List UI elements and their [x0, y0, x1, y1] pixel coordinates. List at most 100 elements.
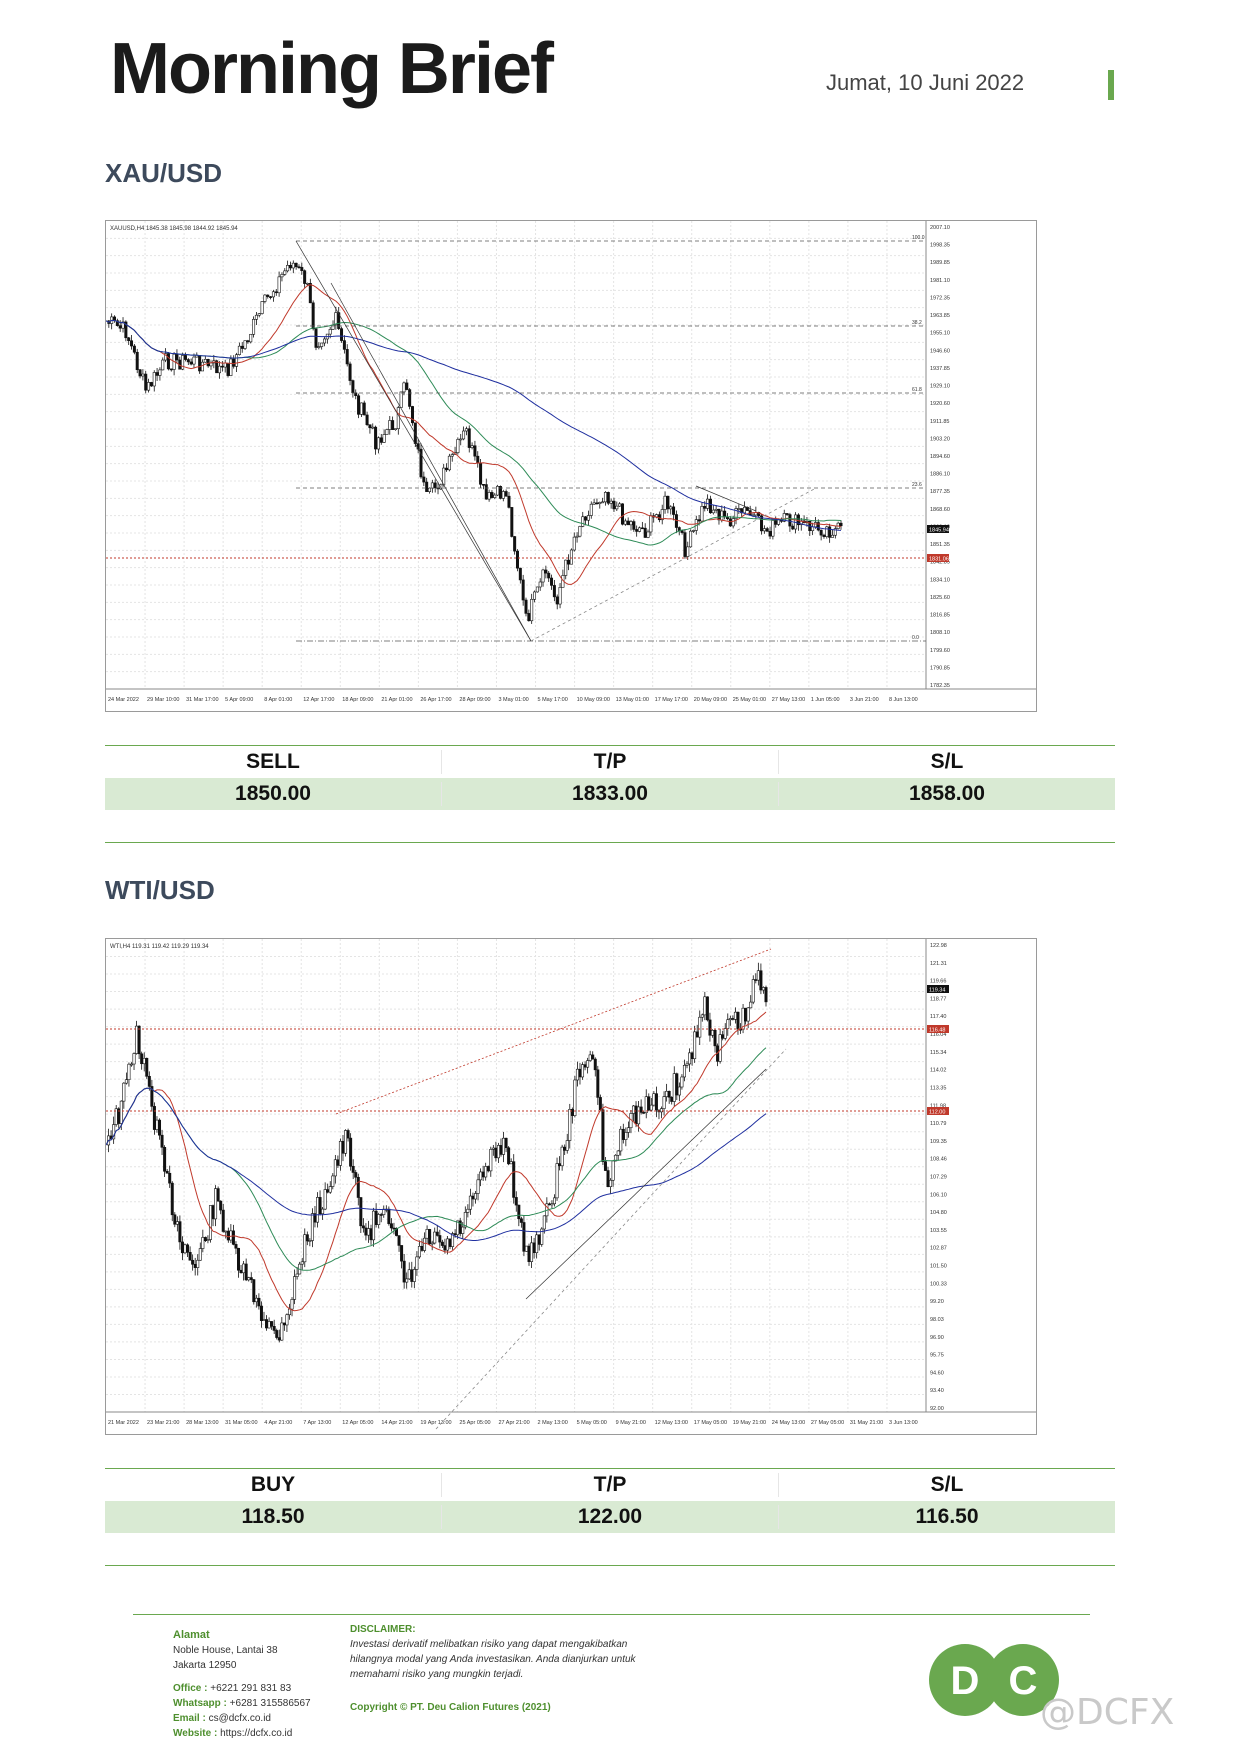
time-tick-label: 8 Apr 01:00: [264, 697, 292, 703]
candle-body: [499, 1145, 503, 1155]
candle-body: [288, 265, 292, 269]
price-tick-label: 108.46: [930, 1157, 947, 1163]
candle-body: [749, 1001, 753, 1009]
candle-body: [183, 355, 187, 360]
price-tick-label: 1955.10: [930, 331, 950, 337]
candle-body: [459, 438, 463, 441]
candle-body: [728, 518, 732, 527]
candle-body: [305, 282, 309, 285]
candle-body: [158, 1119, 162, 1136]
candle-body: [239, 1269, 243, 1274]
time-tick-label: 4 Apr 21:00: [264, 1420, 292, 1426]
price-tick-label: 1937.85: [930, 366, 950, 372]
price-tick-label: 1842.85: [930, 560, 950, 566]
time-tick-label: 20 May 09:00: [694, 697, 727, 703]
candle-body: [533, 591, 537, 600]
time-tick-label: 24 Mar 2022: [108, 697, 139, 703]
candle-body: [662, 1096, 666, 1109]
candle-body: [530, 599, 534, 622]
candle-body: [189, 361, 193, 365]
descending-resistance-line: [695, 485, 757, 512]
ma-slow-line: [106, 319, 842, 531]
candle-body: [601, 501, 605, 504]
candle-body: [544, 569, 548, 574]
candle-body: [751, 979, 755, 1003]
candle-body: [612, 500, 616, 510]
address-title: Alamat: [173, 1629, 210, 1641]
candle-body: [568, 1109, 572, 1141]
time-tick-label: 18 Apr 09:00: [342, 697, 373, 703]
time-tick-label: 3 Jun 13:00: [889, 1420, 918, 1426]
candle-body: [563, 1146, 567, 1151]
candle-body: [282, 1322, 286, 1326]
office-phone[interactable]: +6221 291 831 83: [210, 1683, 292, 1694]
candle-body: [663, 495, 667, 510]
candle-body: [260, 301, 264, 314]
time-tick-label: 17 May 05:00: [694, 1420, 727, 1426]
candle-body: [723, 510, 727, 518]
candle-body: [430, 482, 434, 489]
candle-body: [188, 1252, 192, 1261]
candle-body: [615, 505, 619, 510]
red-level-upper-tag-box: [927, 1025, 949, 1033]
price-tick-label: 1903.20: [930, 436, 950, 442]
candle-body: [606, 492, 610, 504]
candle-body: [583, 1064, 587, 1068]
candle-body: [629, 521, 633, 526]
accent-bar: [1108, 70, 1114, 100]
candle-body: [200, 361, 204, 372]
time-tick-label: 17 May 17:00: [655, 697, 688, 703]
price-tick-label: 107.29: [930, 1175, 947, 1181]
candle-body: [144, 373, 148, 391]
xau-entry-value: 1850.00: [105, 782, 442, 806]
candle-body: [333, 1159, 337, 1177]
candle-body: [509, 1161, 513, 1165]
price-tick-label: 100.33: [930, 1281, 947, 1287]
price-tick-label: 102.87: [930, 1246, 947, 1252]
disclaimer-title: DISCLAIMER:: [350, 1624, 416, 1635]
candle-body: [206, 1239, 210, 1241]
candle-body: [464, 428, 468, 432]
candle-body: [442, 467, 446, 486]
time-tick-label: 24 May 13:00: [772, 1420, 805, 1426]
fib-level-label: 38.2: [912, 320, 922, 326]
price-tick-label: 94.60: [930, 1370, 944, 1376]
candle-body: [340, 328, 344, 341]
wti-entry-value: 118.50: [105, 1505, 442, 1529]
candle-body: [487, 492, 491, 500]
wti-chart: WTI,H4 119.31 119.42 119.29 119.34 122.98…: [105, 938, 1037, 1435]
fib-level-label: 61.8: [912, 387, 922, 393]
candle-body: [637, 1106, 641, 1125]
candle-body: [733, 1011, 737, 1020]
candle-body: [720, 510, 724, 521]
channel-upper-line: [335, 948, 772, 1115]
candle-body: [689, 530, 693, 548]
candle-body: [186, 359, 190, 363]
whatsapp-number[interactable]: +6281 315586567: [229, 1698, 311, 1709]
price-tick-label: 92.00: [930, 1406, 944, 1412]
candle-body: [198, 1248, 202, 1261]
candle-body: [575, 1068, 579, 1081]
candle-body: [303, 1234, 307, 1263]
candle-body: [611, 1160, 615, 1181]
candle-body: [644, 1096, 648, 1114]
candle-body: [609, 1179, 613, 1188]
candle-body: [271, 291, 275, 298]
candle-body: [682, 1065, 686, 1078]
candle-body: [124, 1079, 128, 1084]
fib-level-label: 100.0: [912, 235, 925, 241]
candle-body: [791, 525, 795, 530]
candle-body: [558, 1163, 562, 1167]
candle-body: [532, 1242, 536, 1254]
candle-body: [507, 495, 511, 508]
email-link[interactable]: cs@dcfx.co.id: [208, 1713, 271, 1724]
time-tick-label: 5 Apr 09:00: [225, 697, 253, 703]
candle-body: [311, 302, 315, 330]
email-label: Email :: [173, 1713, 206, 1724]
website-link[interactable]: https://dcfx.co.id: [220, 1728, 293, 1739]
candle-body: [137, 1025, 141, 1055]
candle-body: [328, 1186, 332, 1193]
candle-body: [777, 519, 781, 525]
candle-body: [813, 522, 817, 528]
candle-body: [346, 1130, 350, 1139]
